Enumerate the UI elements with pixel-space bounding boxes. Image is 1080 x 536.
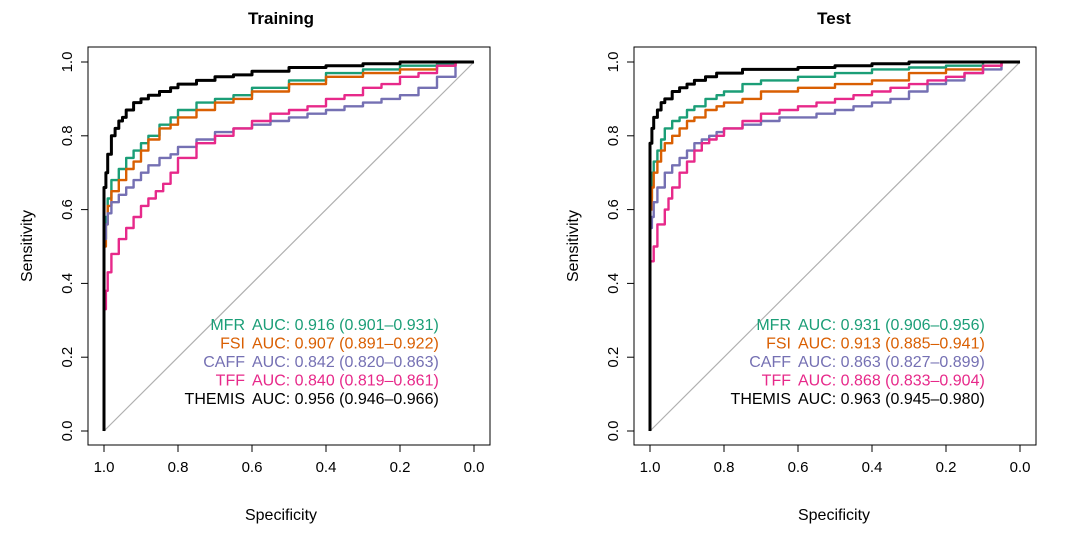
test-panel: Test Specificity Sensitivity 1.0 0.8 0.6 0.… [565,9,1037,524]
training-y-axis-label: Sensitivity [19,210,36,282]
training-series-tff [102,60,474,350]
training-y-tick-label: 0.4 [59,273,76,294]
test-y-tick-label: 0.4 [605,273,622,294]
test-y-axis-label: Sensitivity [565,210,582,282]
training-y-tick-label: 0.0 [59,421,76,442]
training-series-fsi [102,60,474,284]
test-y-tick-label: 0.6 [605,199,622,220]
test-x-tick-label: 0.8 [714,459,735,476]
training-y-tick-label: 0.2 [59,347,76,368]
training-legend-name-tff: TFF [216,373,246,390]
test-legend-auc-fsi: AUC: 0.913 (0.885–0.941) [798,336,985,353]
training-y-tick-label: 0.8 [59,125,76,146]
training-x-tick-label: 0.2 [390,459,411,476]
training-legend-auc-mfr: AUC: 0.916 (0.901–0.931) [252,317,439,334]
training-x-tick-label: 0.6 [242,459,263,476]
test-series-tff [648,60,1020,302]
test-title: Test [817,9,851,28]
test-x-tick-label: 1.0 [640,459,661,476]
test-legend-name-tff: TFF [762,373,792,390]
training-title: Training [248,9,314,28]
training-series-caff [102,60,474,265]
test-y-tick-label: 0.2 [605,347,622,368]
training-legend-auc-fsi: AUC: 0.907 (0.891–0.922) [252,336,439,353]
training-x-tick-label: 0.4 [316,459,337,476]
test-legend-auc-themis: AUC: 0.963 (0.945–0.980) [798,391,985,408]
training-legend-name-fsi: FSI [220,336,245,353]
test-legend-auc-caff: AUC: 0.863 (0.827–0.899) [798,354,985,371]
training-plot-frame [87,46,491,446]
test-x-tick-label: 0.0 [1010,459,1031,476]
test-series-fsi [648,60,1020,254]
training-legend-name-caff: CAFF [203,354,245,371]
test-reference-diagonal [649,61,1021,432]
training-legend-name-mfr: MFR [210,317,245,334]
test-series-mfr [648,60,1020,247]
test-x-tick-label: 0.4 [862,459,883,476]
test-plot-area: 1.0 0.8 0.6 0.4 0.2 0.0 0.0 0.2 0.4 0.6 0.8 1.0 [605,46,1037,476]
test-x-tick-label: 0.2 [936,459,957,476]
training-panel: Training Specificity Sensitivity 1.0 0.8 0… [19,9,491,524]
training-series-themis [102,60,474,431]
test-series-themis [648,60,1020,431]
test-legend-name-caff: CAFF [749,354,791,371]
test-legend-name-fsi: FSI [766,336,791,353]
test-legend-name-themis: THEMIS [731,391,791,408]
test-legend-auc-tff: AUC: 0.868 (0.833–0.904) [798,373,985,390]
training-legend: MFR AUC: 0.916 (0.901–0.931) FSI AUC: 0.907… [185,317,439,408]
test-plot-frame [633,46,1037,446]
test-x-tick-label: 0.6 [788,459,809,476]
training-legend-name-themis: THEMIS [185,391,245,408]
training-plot-area: 1.0 0.8 0.6 0.4 0.2 0.0 0.0 0.2 0.4 0.6 0.8 1.0 [59,46,491,476]
training-x-tick-label: 0.0 [464,459,485,476]
test-y-tick-label: 1.0 [605,52,622,73]
test-y-tick-label: 0.8 [605,125,622,146]
test-legend-auc-mfr: AUC: 0.931 (0.906–0.956) [798,317,985,334]
test-x-axis-label: Specificity [798,507,870,524]
test-y-tick-label: 0.0 [605,421,622,442]
training-reference-diagonal [103,61,475,432]
training-legend-auc-tff: AUC: 0.840 (0.819–0.861) [252,373,439,390]
training-y-tick-label: 1.0 [59,52,76,73]
training-legend-auc-themis: AUC: 0.956 (0.946–0.966) [252,391,439,408]
training-y-tick-label: 0.6 [59,199,76,220]
test-legend: MFR AUC: 0.931 (0.906–0.956) FSI AUC: 0.913… [731,317,985,408]
training-legend-auc-caff: AUC: 0.842 (0.820–0.863) [252,354,439,371]
training-x-axis-label: Specificity [245,507,317,524]
test-legend-name-mfr: MFR [756,317,791,334]
test-series-caff [648,60,1020,254]
training-x-tick-label: 1.0 [94,459,115,476]
training-x-tick-label: 0.8 [168,459,189,476]
